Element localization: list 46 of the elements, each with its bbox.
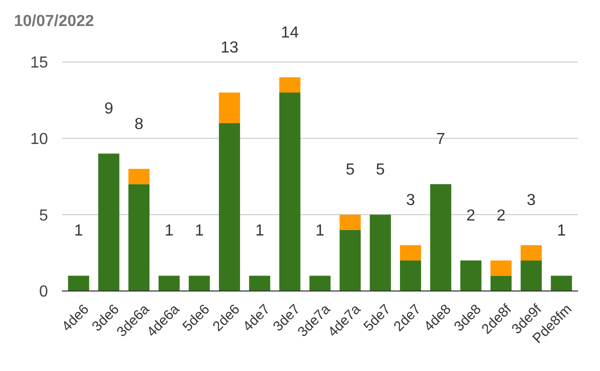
total-label: 5 xyxy=(346,162,355,179)
total-label: 3 xyxy=(526,192,536,210)
total-label: 1 xyxy=(556,222,566,240)
total-label: 1 xyxy=(194,222,204,240)
bar xyxy=(128,184,150,291)
bar xyxy=(370,214,391,291)
total-label: 14 xyxy=(280,24,299,42)
total-label: 5 xyxy=(376,162,385,179)
total-label: 1 xyxy=(255,222,264,240)
bar xyxy=(309,276,331,291)
total-label: 13 xyxy=(220,40,238,57)
total-label: 1 xyxy=(316,222,325,240)
bar xyxy=(550,276,572,291)
bar xyxy=(400,260,422,291)
bar xyxy=(490,276,512,291)
bar xyxy=(400,245,422,260)
bar xyxy=(218,123,240,291)
y-tick-label: 15 xyxy=(30,54,48,72)
y-tick-label: 5 xyxy=(39,207,48,224)
bar xyxy=(279,77,300,93)
total-label: 2 xyxy=(496,207,506,224)
y-tick-label: 10 xyxy=(30,130,48,148)
bar xyxy=(68,276,90,291)
total-label: 3 xyxy=(406,192,416,210)
bar xyxy=(218,92,240,124)
bar xyxy=(520,245,542,260)
total-label: 1 xyxy=(164,222,174,240)
total-label: 7 xyxy=(436,131,446,148)
total-label: 1 xyxy=(74,222,84,240)
bar xyxy=(340,214,361,230)
bar xyxy=(340,230,361,291)
bar xyxy=(98,154,120,291)
bar xyxy=(188,276,210,291)
bar xyxy=(460,260,482,291)
bar xyxy=(430,184,452,291)
y-tick-label: 0 xyxy=(39,284,48,301)
total-label: 8 xyxy=(134,116,144,133)
bar xyxy=(490,260,512,276)
bar xyxy=(249,276,270,291)
bar xyxy=(128,168,150,184)
total-label: 9 xyxy=(104,100,114,118)
bar xyxy=(158,276,180,291)
chart-title: 10/07/2022 xyxy=(14,13,94,30)
bar xyxy=(279,92,300,291)
total-label: 2 xyxy=(466,207,476,224)
bar xyxy=(520,260,542,291)
